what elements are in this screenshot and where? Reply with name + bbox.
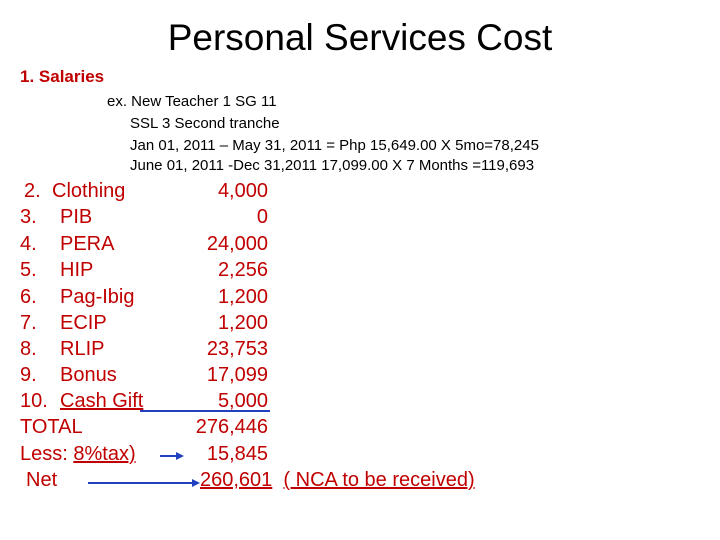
total-label: TOTAL <box>20 416 83 438</box>
item-label: RLIP <box>60 338 105 360</box>
example-line: June 01, 2011 -Dec 31,2011 17,099.00 X 7… <box>130 157 535 174</box>
arrow-line <box>160 455 176 457</box>
item-number: 9. <box>20 364 37 386</box>
arrowhead <box>176 452 184 460</box>
item-value: 2,256 <box>217 259 268 281</box>
item-value: 4,000 <box>217 180 268 202</box>
item-label: HIP <box>60 259 94 281</box>
item-value: 1,200 <box>217 312 268 334</box>
page-title: Personal Services Cost <box>167 17 553 58</box>
arrow-line <box>88 482 192 484</box>
less-value: 15,845 <box>206 443 268 465</box>
less-label: Less: 8%tax) <box>20 441 136 467</box>
tax-label: 8%tax) <box>73 443 136 465</box>
example-line: Jan 01, 2011 – May 31, 2011 = Php 15,649… <box>130 137 539 154</box>
example-line: SSL 3 Second tranche <box>130 115 280 132</box>
underline-bar <box>140 410 270 412</box>
item-number: 3. <box>20 206 37 228</box>
item-value: 5,000 <box>217 390 268 412</box>
less-prefix: Less: <box>20 443 74 465</box>
arrowhead <box>192 479 200 487</box>
item-number: 2. <box>24 180 41 202</box>
item-value: 0 <box>256 206 268 228</box>
item-label: Pag-Ibig <box>60 286 135 308</box>
example-line: ex. New Teacher 1 SG 11 <box>107 93 277 110</box>
item-label: PERA <box>60 233 115 255</box>
item-number: 6. <box>20 286 37 308</box>
salaries-heading: 1. Salaries <box>20 67 105 86</box>
item-label: PIB <box>60 206 93 228</box>
net-label: Net <box>26 469 58 491</box>
item-number: 10. <box>20 390 48 412</box>
item-number: 8. <box>20 338 37 360</box>
item-number: 4. <box>20 233 37 255</box>
item-value: 17,099 <box>206 364 268 386</box>
item-label: Cash Gift <box>60 390 144 412</box>
item-label: Bonus <box>60 364 117 386</box>
item-label: ECIP <box>60 312 107 334</box>
item-number: 5. <box>20 259 37 281</box>
net-amount: 260,601 <box>200 469 273 491</box>
net-value: 260,601 ( NCA to be received) <box>200 467 475 493</box>
item-number: 7. <box>20 312 37 334</box>
total-value: 276,446 <box>195 416 268 438</box>
item-value: 1,200 <box>217 286 268 308</box>
item-value: 24,000 <box>206 233 268 255</box>
item-value: 23,753 <box>206 338 268 360</box>
net-note: ( NCA to be received) <box>283 469 475 491</box>
item-label: Clothing <box>52 180 126 202</box>
